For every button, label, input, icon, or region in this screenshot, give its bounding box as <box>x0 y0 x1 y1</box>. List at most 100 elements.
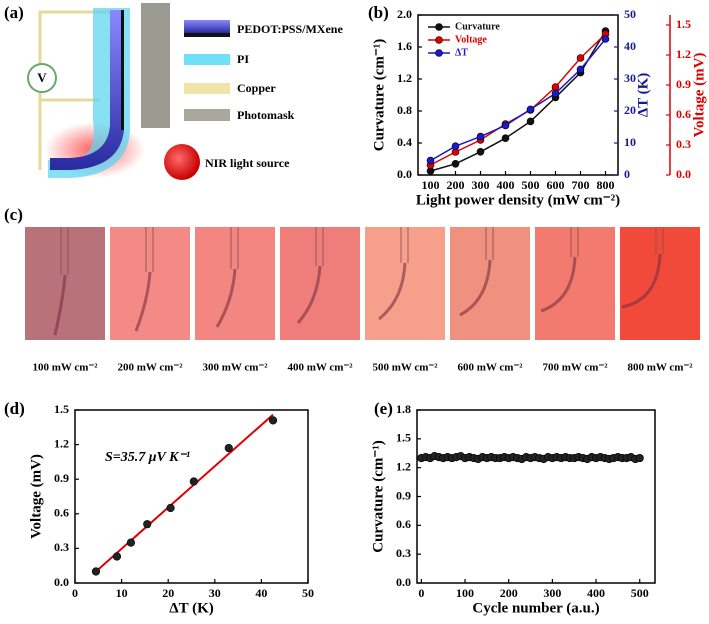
data-point <box>501 121 510 130</box>
strip <box>621 253 662 309</box>
legend-label: Copper <box>237 81 276 95</box>
photo-caption: 400 mW cm⁻² <box>287 362 353 374</box>
legend-swatch <box>184 83 230 94</box>
y-tick-label: 0.6 <box>54 506 69 520</box>
x-tick-label: 0 <box>72 586 78 600</box>
plot-frame <box>417 14 619 176</box>
strip <box>53 274 67 336</box>
x-axis-label: Cycle number (a.u.) <box>472 600 599 616</box>
photo-caption: 600 mW cm⁻² <box>457 362 523 374</box>
y3-tick-label: 0.6 <box>676 107 691 121</box>
legend-marker <box>435 23 443 31</box>
photo <box>195 227 275 340</box>
data-point <box>526 105 535 114</box>
photo-caption: 100 mW cm⁻² <box>32 362 98 374</box>
copper-wire <box>38 10 112 170</box>
y-tick-label: 0.9 <box>54 471 69 485</box>
y3-tick-label: 1.2 <box>676 47 691 61</box>
data-point <box>526 117 535 126</box>
strip <box>540 256 577 313</box>
x-tick-label: 0 <box>418 586 424 600</box>
y-axis-label: Curvature (cm⁻¹) <box>371 39 387 152</box>
y-tick-label: 0.0 <box>396 575 411 589</box>
probe <box>655 227 664 254</box>
y-tick-label: 2.0 <box>397 7 412 21</box>
probe <box>60 227 69 275</box>
y-tick-label: 1.6 <box>397 39 412 53</box>
pedot-edge <box>121 10 124 130</box>
photo-caption: 800 mW cm⁻² <box>627 362 693 374</box>
voltmeter <box>27 63 57 93</box>
strip <box>215 268 237 328</box>
panel-label: (c) <box>4 205 23 224</box>
photo <box>365 227 445 340</box>
x-tick-label: 200 <box>500 586 518 600</box>
fit-line <box>95 413 274 573</box>
y2-axis-label: ΔT (K) <box>635 73 651 118</box>
strip <box>134 271 152 332</box>
annotation: S=35.7 μV K⁻¹ <box>105 450 190 465</box>
photo-caption: 700 mW cm⁻² <box>542 362 608 374</box>
y-tick-label: 1.2 <box>54 436 69 450</box>
y2-tick-label: 50 <box>624 7 636 21</box>
photo <box>280 227 360 340</box>
panel-a-diagram: V PEDOT:PSS/MXene PI Copper Photomask NI… <box>27 3 343 180</box>
x-tick-label: 500 <box>631 586 649 600</box>
y3-tick-label: 0.0 <box>676 167 691 181</box>
data-point <box>501 134 510 142</box>
data-point <box>551 89 560 98</box>
y2-tick-label: 0 <box>624 167 630 181</box>
probe <box>230 227 239 269</box>
legend-label: ΔT <box>455 47 468 58</box>
series-line <box>430 38 607 162</box>
x-tick-label: 40 <box>255 586 267 600</box>
legend-marker <box>435 36 443 44</box>
data-point <box>426 156 435 165</box>
y-tick-label: 0.6 <box>396 517 411 531</box>
legend-marker <box>435 49 443 57</box>
panel-label: (d) <box>4 399 25 418</box>
x-tick-label: 600 <box>547 178 565 192</box>
data-point <box>451 142 460 150</box>
data-point <box>576 65 585 74</box>
data-point <box>143 520 152 529</box>
x-tick-label: 50 <box>302 586 314 600</box>
data-point <box>576 54 585 62</box>
photo <box>450 227 530 340</box>
data-point <box>601 35 610 43</box>
plot-frame <box>416 409 656 584</box>
y3-tick-label: 0.9 <box>676 77 691 91</box>
panel-c-photos: 100 mW cm⁻² 200 mW cm⁻² 300 mW cm⁻² 400 mW … <box>25 227 700 374</box>
x-tick-label: 300 <box>543 586 561 600</box>
nir-source <box>164 144 200 180</box>
data-point <box>635 453 644 463</box>
x-tick-label: 400 <box>587 586 605 600</box>
legend-label: Curvature <box>455 21 500 32</box>
strip <box>378 262 407 321</box>
x-tick-label: 800 <box>597 178 615 192</box>
legend-swatch <box>184 54 230 65</box>
light-source-label: NIR light source <box>205 156 290 170</box>
x-axis-label: Light power density (mW cm⁻²) <box>416 192 620 208</box>
panel-label: (a) <box>4 3 24 22</box>
x-tick-label: 400 <box>497 178 515 192</box>
data-point <box>551 83 560 91</box>
probe <box>400 227 409 263</box>
y-tick-label: 0.9 <box>396 488 411 502</box>
probe <box>145 227 154 272</box>
data-point <box>476 148 485 156</box>
probe <box>570 227 579 257</box>
probe <box>485 227 494 260</box>
x-tick-label: 300 <box>472 178 490 192</box>
strip <box>459 259 492 317</box>
y-tick-label: 1.8 <box>396 402 411 416</box>
y-tick-label: 1.5 <box>54 402 69 416</box>
photo <box>620 227 700 340</box>
data-point <box>189 477 198 486</box>
x-tick-label: 200 <box>447 178 465 192</box>
y3-tick-label: 1.5 <box>676 17 691 31</box>
y-tick-label: 0.3 <box>54 540 69 554</box>
legend-label: PEDOT:PSS/MXene <box>237 22 343 36</box>
y2-tick-label: 30 <box>624 71 636 85</box>
